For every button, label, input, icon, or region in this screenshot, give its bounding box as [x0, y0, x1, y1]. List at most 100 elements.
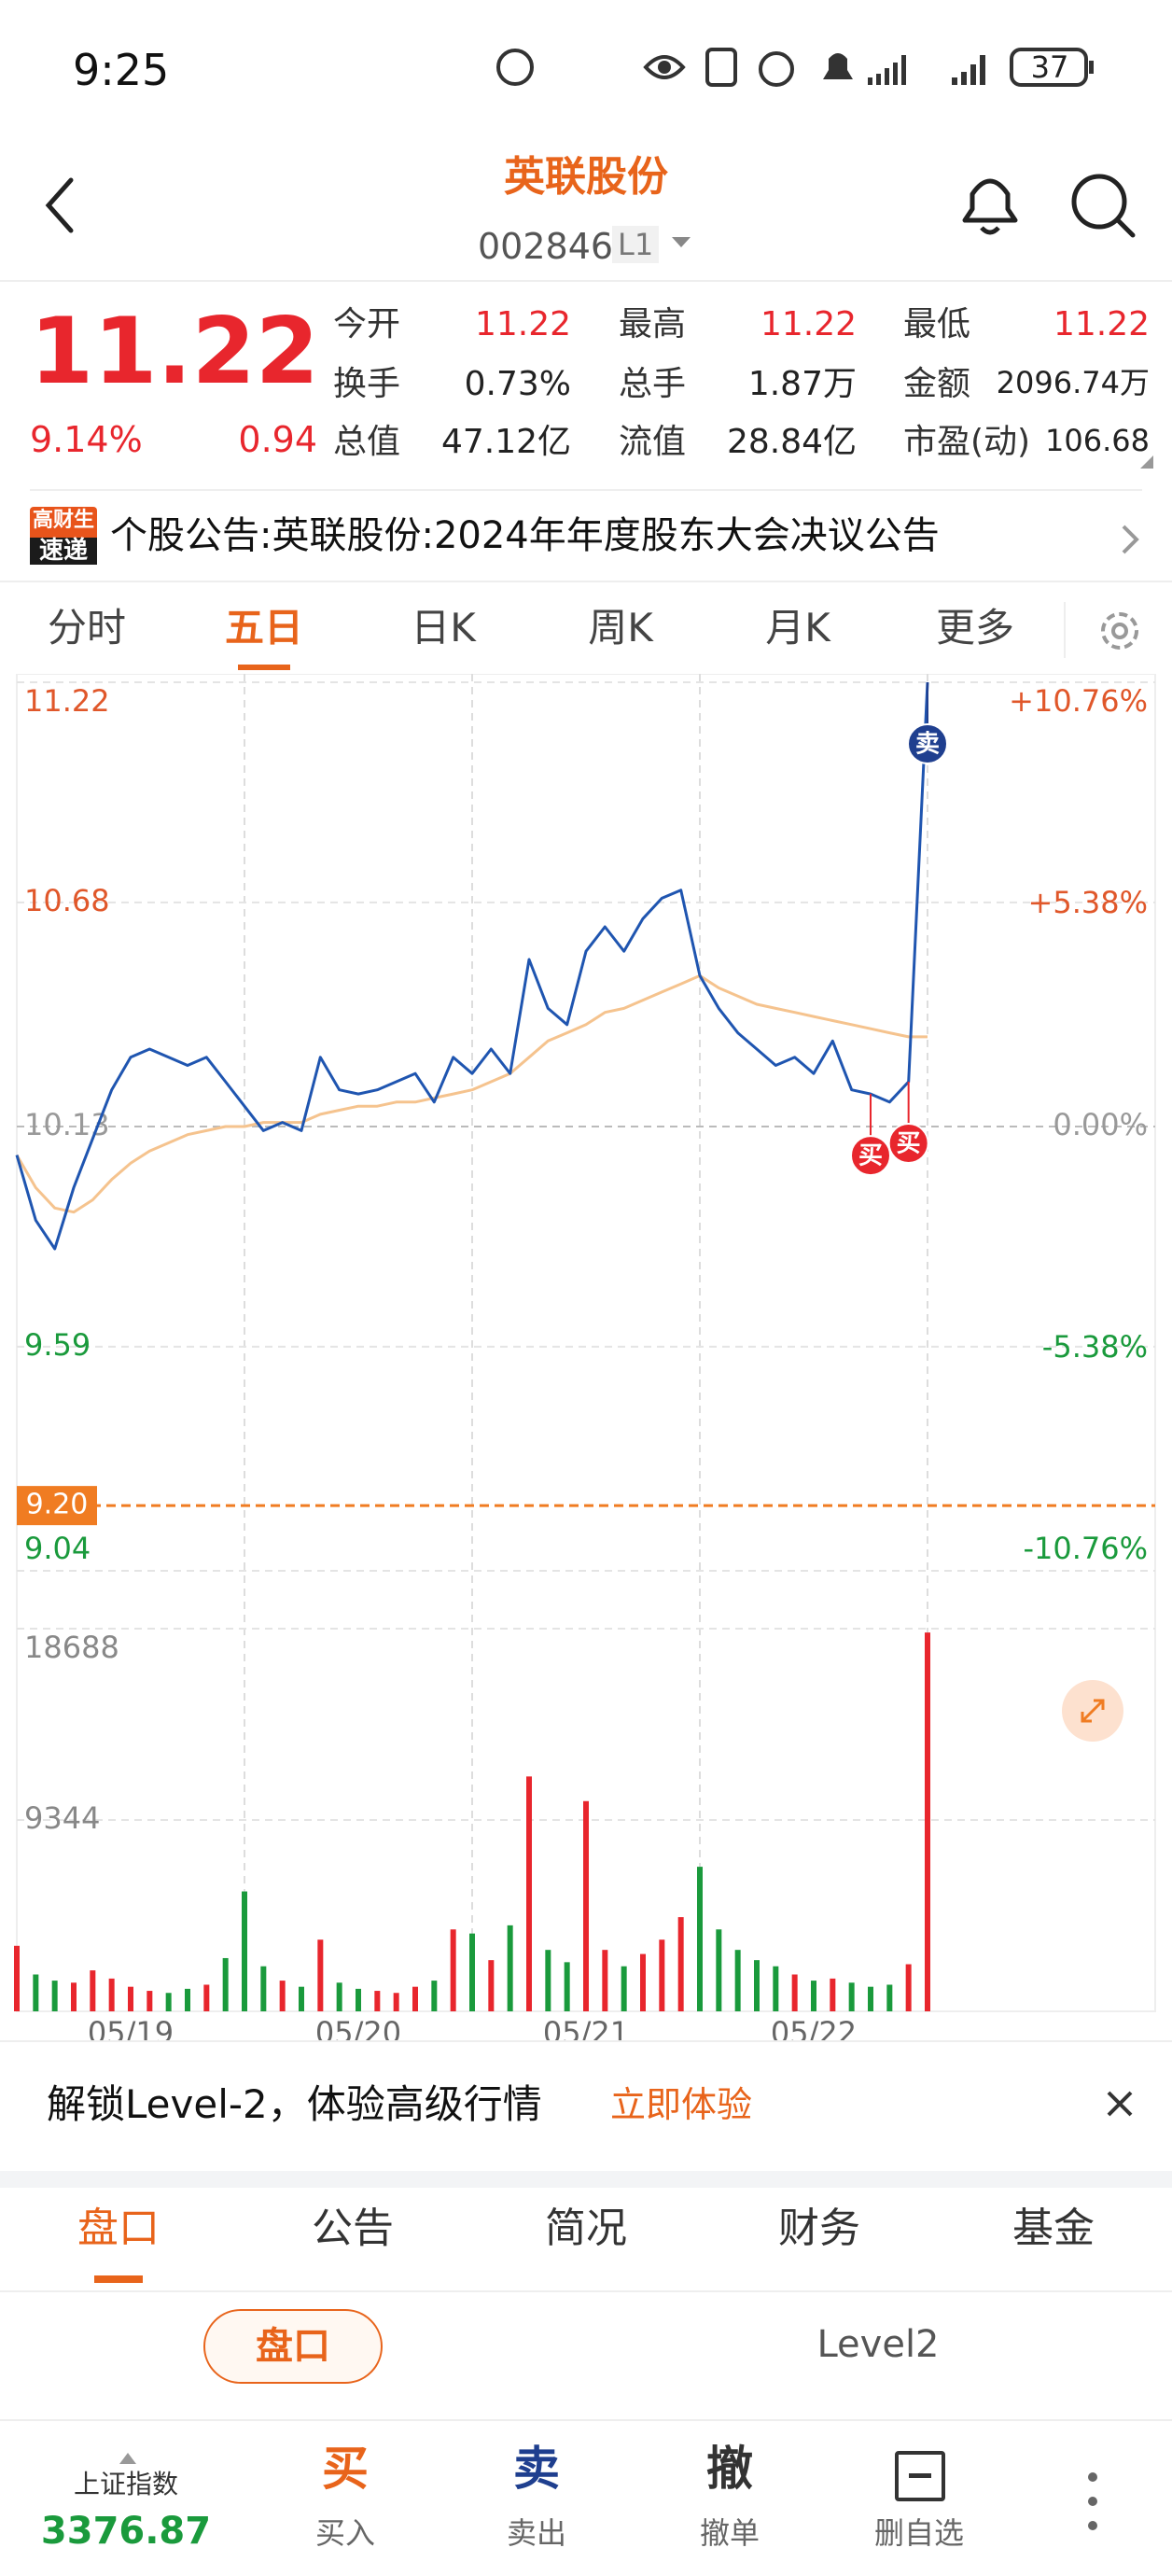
chart-tab[interactable]: 五日	[224, 605, 303, 651]
volume-bar	[773, 1966, 779, 2011]
trade-marker	[850, 1135, 891, 1177]
tab-indicator	[94, 2275, 143, 2283]
nav-label[interactable]: 删自选	[873, 2515, 964, 2551]
trade-marker	[887, 1122, 929, 1164]
nav-label[interactable]: 卖出	[506, 2515, 566, 2551]
volume-bar	[811, 1981, 816, 2011]
volume-bar	[791, 1974, 798, 2011]
volume-bar	[734, 1950, 741, 2011]
volume-bar	[659, 1939, 665, 2011]
stat-label: 最低	[903, 305, 971, 343]
divider	[0, 2419, 1172, 2421]
notice-badge: 高财生 速递	[30, 507, 97, 565]
settings-button[interactable]	[1094, 605, 1146, 657]
alert-button[interactable]	[956, 166, 1025, 241]
chevron	[1122, 525, 1139, 554]
nav-icon-bar	[909, 2473, 931, 2478]
info-tab[interactable]: 盘口	[77, 2205, 160, 2252]
stat-value: 11.22	[474, 305, 571, 343]
separator	[1064, 602, 1066, 658]
chart-tab[interactable]: 月K	[765, 605, 830, 651]
stat-label: 总值	[333, 423, 401, 461]
volume-bar	[336, 1982, 342, 2011]
chart-tab[interactable]: 周K	[588, 605, 653, 651]
y2-tick-label: -10.76%	[1023, 1531, 1148, 1566]
volume-bar	[905, 1964, 912, 2011]
stat-label: 金额	[903, 365, 971, 403]
y-tick-label: 10.68	[24, 883, 110, 918]
info-tab[interactable]: 财务	[778, 2205, 860, 2252]
volume-bar	[146, 1991, 153, 2011]
nav-icon[interactable]: 卖	[513, 2442, 560, 2496]
volume-bar	[488, 1960, 495, 2011]
volume-tick-label: 18688	[24, 1630, 119, 1665]
battery-level: 37	[1030, 49, 1069, 85]
y2-tick-label: +5.38%	[1028, 885, 1148, 920]
stat-value: 1.87万	[747, 365, 857, 403]
volume-bar	[469, 1933, 475, 2011]
stat-label: 市盈(动)	[903, 423, 1031, 461]
x-tick-label: 05/19	[88, 2015, 174, 2042]
notice-text[interactable]: 个股公告:英联股份:2024年年度股东大会决议公告	[110, 514, 940, 557]
sub-tab[interactable]: Level2	[816, 2323, 940, 2366]
stat-value: 106.68	[1045, 423, 1150, 458]
divider	[0, 2040, 1172, 2042]
close-button[interactable]	[1105, 2089, 1135, 2119]
volume-bar	[374, 1991, 381, 2011]
x-tick-label: 05/20	[315, 2015, 401, 2042]
volume-bar	[925, 1632, 930, 2011]
volume-bar	[412, 1986, 418, 2011]
volume-bar	[602, 1950, 608, 2011]
volume-bar	[526, 1776, 532, 2011]
sub-tab[interactable]: 盘口	[203, 2309, 383, 2384]
volume-bar	[203, 1984, 210, 2011]
volume-bar	[393, 1993, 399, 2011]
index-arrow	[119, 2453, 136, 2464]
volume-bar	[33, 1974, 39, 2011]
volume-bar	[108, 1978, 115, 2011]
banner-action[interactable]: 立即体验	[610, 2084, 753, 2125]
nav-icon[interactable]: 撤	[706, 2442, 753, 2496]
volume-bar	[868, 1986, 873, 2011]
chart-tab[interactable]: 更多	[935, 605, 1014, 651]
volume-bar	[450, 1929, 456, 2011]
nav-label[interactable]: 买入	[314, 2515, 375, 2551]
trade-marker	[907, 723, 948, 764]
info-tab[interactable]: 公告	[312, 2205, 394, 2252]
nav-icon[interactable]: 买	[322, 2442, 369, 2496]
x-tick-label: 05/21	[543, 2015, 629, 2042]
volume-bar	[279, 1981, 286, 2011]
volume-bar	[697, 1867, 703, 2011]
expand-button[interactable]	[1062, 1680, 1123, 1742]
volume-bar	[260, 1966, 267, 2011]
y-tick-label: 10.13	[24, 1107, 110, 1142]
back-button[interactable]	[37, 173, 84, 238]
volume-bar	[242, 1891, 247, 2011]
volume-bar	[545, 1950, 551, 2011]
y-tick-label: 11.22	[24, 683, 110, 719]
stock-code: 002846	[478, 226, 614, 267]
volume-bar	[507, 1925, 513, 2011]
info-tab[interactable]: 基金	[1012, 2205, 1095, 2252]
stat-value: 11.22	[760, 305, 857, 343]
nav-label[interactable]: 撤单	[699, 2515, 760, 2551]
level-badge[interactable]: L1	[612, 226, 660, 263]
divider	[0, 280, 1172, 282]
chart-tab[interactable]: 日K	[411, 605, 476, 651]
chart-tab[interactable]: 分时	[47, 605, 126, 651]
change-percent: 9.14%	[30, 419, 143, 460]
stat-value: 0.73%	[464, 365, 571, 403]
more-button[interactable]	[1079, 2468, 1107, 2535]
volume-bar	[128, 1986, 133, 2011]
trade-marker-label: 买	[858, 1142, 883, 1170]
info-tab[interactable]: 简况	[545, 2205, 627, 2252]
nav-icon[interactable]	[895, 2451, 945, 2501]
volume-bar	[317, 1939, 324, 2011]
search-button[interactable]	[1066, 168, 1140, 243]
banner-text: 解锁Level-2，体验高级行情	[47, 2081, 542, 2127]
volume-bar	[677, 1917, 684, 2011]
volume-tick-label: 9344	[24, 1800, 100, 1836]
stock-name: 英联股份	[504, 153, 668, 201]
index-value[interactable]: 3376.87	[40, 2510, 212, 2553]
trade-marker-label: 买	[897, 1129, 921, 1157]
